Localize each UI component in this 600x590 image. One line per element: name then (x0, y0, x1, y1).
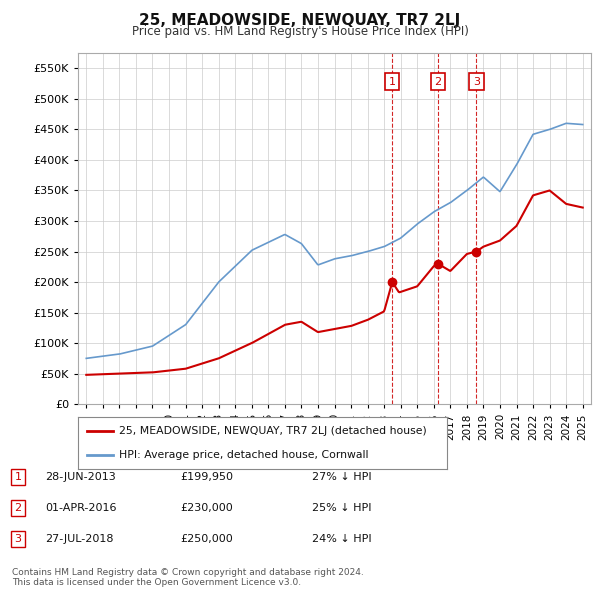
Text: 27-JUL-2018: 27-JUL-2018 (45, 535, 113, 544)
Text: 01-APR-2016: 01-APR-2016 (45, 503, 116, 513)
Text: Price paid vs. HM Land Registry's House Price Index (HPI): Price paid vs. HM Land Registry's House … (131, 25, 469, 38)
Text: 1: 1 (14, 472, 22, 481)
Text: 25, MEADOWSIDE, NEWQUAY, TR7 2LJ: 25, MEADOWSIDE, NEWQUAY, TR7 2LJ (139, 13, 461, 28)
Text: 27% ↓ HPI: 27% ↓ HPI (312, 472, 371, 481)
Text: 25, MEADOWSIDE, NEWQUAY, TR7 2LJ (detached house): 25, MEADOWSIDE, NEWQUAY, TR7 2LJ (detach… (119, 426, 427, 436)
Text: £250,000: £250,000 (180, 535, 233, 544)
Text: Contains HM Land Registry data © Crown copyright and database right 2024.
This d: Contains HM Land Registry data © Crown c… (12, 568, 364, 587)
Text: £230,000: £230,000 (180, 503, 233, 513)
Text: 24% ↓ HPI: 24% ↓ HPI (312, 535, 371, 544)
Text: 28-JUN-2013: 28-JUN-2013 (45, 472, 116, 481)
Text: 25% ↓ HPI: 25% ↓ HPI (312, 503, 371, 513)
Text: 1: 1 (389, 77, 396, 87)
Text: HPI: Average price, detached house, Cornwall: HPI: Average price, detached house, Corn… (119, 450, 368, 460)
Text: 2: 2 (434, 77, 442, 87)
Text: £199,950: £199,950 (180, 472, 233, 481)
Text: 3: 3 (473, 77, 480, 87)
Text: 2: 2 (14, 503, 22, 513)
Text: 3: 3 (14, 535, 22, 544)
